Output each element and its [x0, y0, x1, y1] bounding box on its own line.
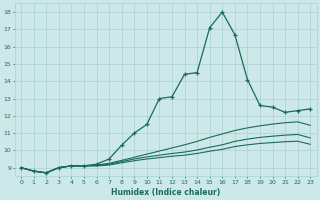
X-axis label: Humidex (Indice chaleur): Humidex (Indice chaleur): [111, 188, 220, 197]
